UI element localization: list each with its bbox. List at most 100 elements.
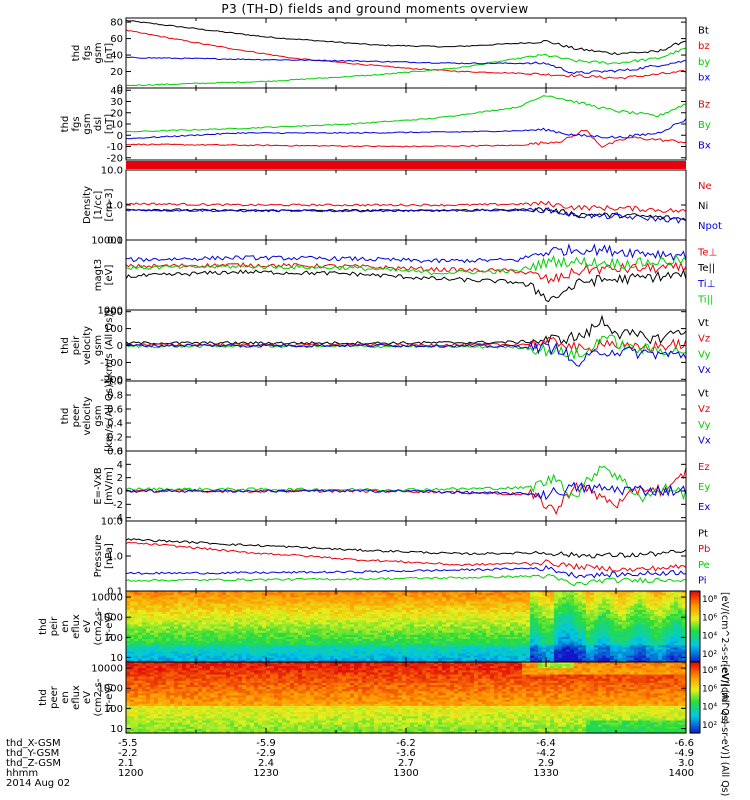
heatmap-cell (638, 647, 643, 651)
heatmap-cell (206, 632, 211, 636)
heatmap-cell (354, 632, 359, 636)
heatmap-cell (222, 599, 227, 603)
heatmap-cell (662, 645, 667, 648)
heatmap-cell (622, 609, 627, 613)
heatmap-cell (258, 597, 263, 600)
heatmap-cell (226, 605, 231, 609)
heatmap-cell (534, 626, 539, 630)
heatmap-cell (162, 618, 167, 621)
heatmap-cell (330, 603, 335, 607)
heatmap-cell (542, 607, 547, 611)
heatmap-cell (146, 639, 151, 642)
heatmap-cell (282, 630, 287, 634)
y-tick-label: 10.0 (101, 166, 123, 177)
heatmap-cell (478, 645, 483, 648)
heatmap-cell (286, 597, 291, 600)
heatmap-cell (274, 634, 279, 638)
heatmap-cell (642, 632, 647, 636)
heatmap-cell (334, 607, 339, 611)
heatmap-cell (578, 601, 583, 605)
heatmap-cell (154, 611, 159, 615)
heatmap-cell (670, 620, 675, 623)
heatmap-cell (450, 657, 455, 661)
heatmap-cell (230, 659, 235, 663)
heatmap-cell (218, 603, 223, 607)
heatmap-cell (134, 616, 139, 619)
heatmap-cell (146, 659, 151, 663)
heatmap-cell (618, 632, 623, 636)
heatmap-cell (246, 601, 251, 605)
heatmap-cell (282, 601, 287, 605)
heatmap-cell (526, 597, 531, 600)
heatmap-cell (462, 591, 467, 594)
heatmap-cell (282, 603, 287, 607)
heatmap-cell (218, 643, 223, 646)
heatmap-cell (534, 597, 539, 600)
heatmap-cell (394, 601, 399, 605)
y-axis-label: E=-VxB (93, 467, 104, 504)
heatmap-cell (466, 622, 471, 626)
heatmap-cell (550, 643, 555, 646)
heatmap-cell (234, 601, 239, 605)
heatmap-cell (338, 593, 343, 596)
heatmap-cell (602, 599, 607, 603)
heatmap-cell (170, 593, 175, 596)
heatmap-cell (502, 641, 507, 644)
heatmap-cell (650, 653, 655, 657)
heatmap-cell (458, 632, 463, 636)
heatmap-cell (378, 632, 383, 636)
heatmap-cell (382, 616, 387, 619)
heatmap-cell (146, 624, 151, 628)
heatmap-cell (290, 599, 295, 603)
heatmap-cell (410, 595, 415, 598)
heatmap-cell (162, 651, 167, 655)
heatmap-cell (474, 609, 479, 613)
heatmap-cell (582, 618, 587, 621)
heatmap-cell (394, 649, 399, 653)
heatmap-cell (330, 643, 335, 646)
heatmap-cell (226, 591, 231, 594)
heatmap-cell (414, 624, 419, 628)
heatmap-cell (414, 653, 419, 657)
heatmap-cell (154, 609, 159, 613)
heatmap-cell (350, 659, 355, 663)
heatmap-cell (494, 632, 499, 636)
heatmap-cell (190, 616, 195, 619)
heatmap-cell (246, 632, 251, 636)
heatmap-cell (486, 641, 491, 644)
heatmap-cell (654, 595, 659, 598)
heatmap-cell (642, 607, 647, 611)
heatmap-cell (366, 605, 371, 609)
heatmap-cell (346, 636, 351, 640)
heatmap-cell (598, 659, 603, 663)
heatmap-cell (210, 624, 215, 628)
heatmap-cell (502, 651, 507, 655)
heatmap-cell (374, 609, 379, 613)
heatmap-cell (322, 618, 327, 621)
heatmap-cell (502, 636, 507, 640)
heatmap-cell (562, 616, 567, 619)
heatmap-cell (626, 624, 631, 628)
heatmap-cell (490, 655, 495, 659)
heatmap-cell (406, 618, 411, 621)
heatmap-cell (558, 593, 563, 596)
heatmap-cell (206, 595, 211, 598)
heatmap-cell (254, 609, 259, 613)
heatmap-cell (458, 645, 463, 648)
heatmap-cell (246, 591, 251, 594)
heatmap-cell (294, 659, 299, 663)
heatmap-cell (462, 649, 467, 653)
heatmap-cell (374, 613, 379, 617)
heatmap-cell (634, 651, 639, 655)
heatmap-cell (254, 622, 259, 626)
heatmap-cell (146, 651, 151, 655)
heatmap-cell (162, 622, 167, 626)
heatmap-cell (538, 611, 543, 615)
heatmap-cell (294, 618, 299, 621)
heatmap-cell (138, 651, 143, 655)
heatmap-cell (326, 657, 331, 661)
heatmap-cell (558, 618, 563, 621)
heatmap-cell (558, 595, 563, 598)
heatmap-cell (450, 591, 455, 594)
heatmap-cell (642, 601, 647, 605)
